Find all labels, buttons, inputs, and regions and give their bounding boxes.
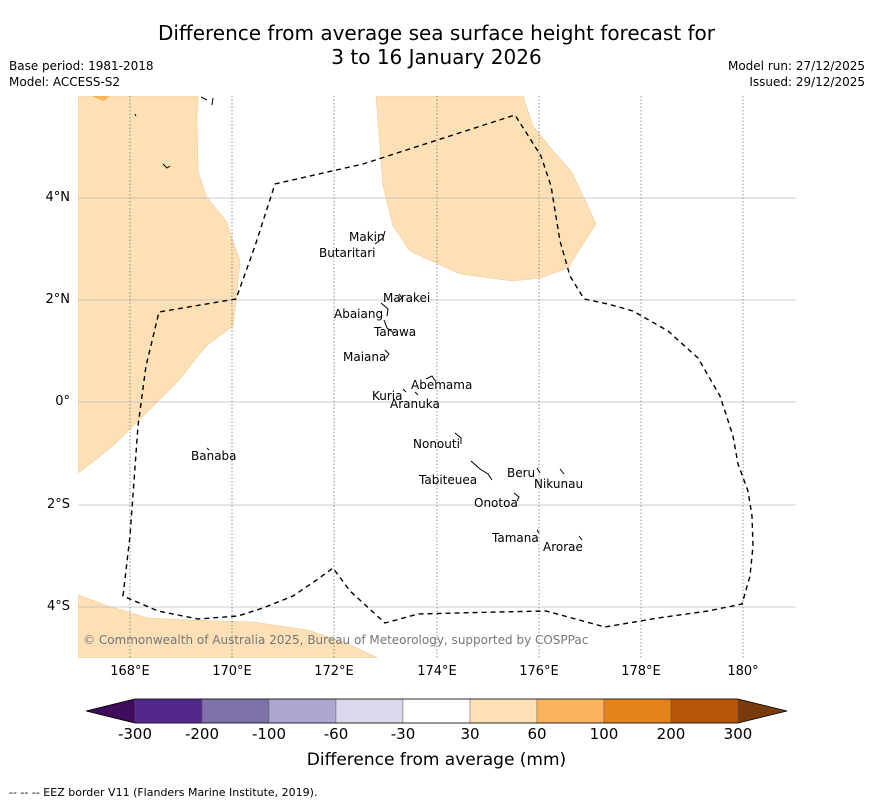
island-label-tabiteuea: Tabiteuea [418, 473, 477, 487]
anomaly-area-southwest [78, 594, 379, 658]
colorbar-segment-5 [402, 698, 471, 724]
colorbar-segment-0 [86, 698, 136, 724]
island-nikunau-shape [559, 468, 565, 475]
lat-label-2n: 2°N [45, 292, 71, 307]
island-marakei-shape [397, 293, 403, 302]
island-maiana-shape [384, 349, 390, 359]
colorbar-segment-7 [536, 698, 605, 724]
title-line-2: 3 to 16 January 2026 [331, 45, 542, 69]
colorbar-segment-6 [469, 698, 538, 724]
model-run: Model run: 27/12/2025 [727, 59, 865, 73]
island-beru-shape [536, 467, 541, 474]
colorbar-segment-1 [134, 698, 203, 724]
lon-label-174e: 174°E [417, 664, 457, 679]
chart-title: Difference from average sea surface heig… [0, 21, 873, 69]
anomaly-spot-100 [92, 96, 110, 101]
base-period: Base period: 1981-2018 [9, 59, 154, 73]
island-shapes [134, 96, 583, 541]
island-nw-2-shape [162, 163, 171, 169]
meridians [129, 96, 744, 658]
colorbar-tick-1: -200 [184, 725, 220, 743]
lon-label-178e: 178°E [621, 664, 661, 679]
colorbar-tick-9: 300 [723, 725, 753, 743]
colorbar-segment-9 [670, 698, 739, 724]
lat-label-2s: 2°S [46, 497, 70, 512]
eez-note: -- -- -- EEZ border V11 (Flanders Marine… [9, 786, 318, 799]
island-onotoa-shape [513, 492, 520, 502]
island-abemama-shape [425, 375, 437, 383]
island-label-banaba: Banaba [191, 449, 237, 463]
lon-label-176e: 176°E [519, 664, 559, 679]
colorbar-tick-7: 100 [589, 725, 619, 743]
colorbar-segment-8 [603, 698, 672, 724]
title-line-1: Difference from average sea surface heig… [157, 21, 716, 45]
island-label-maiana: Maiana [343, 350, 386, 364]
colorbar-title: Difference from average (mm) [306, 750, 567, 770]
lat-label-4n: 4°N [45, 190, 71, 205]
island-arorae-shape [578, 535, 583, 541]
lat-label-4s: 4°S [46, 599, 70, 614]
island-nonouti-shape [454, 432, 462, 444]
island-label-tarawa: Tarawa [373, 325, 416, 339]
colorbar-tick-6: 60 [527, 725, 547, 743]
colorbar-tick-8: 200 [656, 725, 686, 743]
island-tamana-shape [536, 529, 540, 534]
island-label-nikunau: Nikunau [534, 477, 583, 491]
colorbar-tick-2: -100 [251, 725, 287, 743]
island-abaiang-shape [380, 302, 389, 317]
colorbar [86, 698, 788, 724]
island-label-marakei: Marakei [383, 291, 430, 305]
island-label-kuria: Kuria [372, 389, 403, 403]
island-nw-4-shape [211, 97, 214, 106]
colorbar-outline [86, 698, 788, 724]
colorbar-segment-3 [268, 698, 337, 724]
island-tarawa-shape [383, 319, 395, 334]
meta-right: Model run: 27/12/2025 Issued: 29/12/2025 [728, 58, 865, 90]
colorbar-tick-3: -60 [323, 725, 349, 743]
lat-label-0: 0° [55, 394, 70, 409]
island-nw-1-shape [134, 113, 137, 117]
colorbar-segment-4 [335, 698, 404, 724]
eez-border [122, 114, 754, 628]
model-name: Model: ACCESS-S2 [9, 75, 121, 89]
island-label-arorae: Arorae [543, 540, 583, 554]
colorbar-tick-5: 30 [460, 725, 480, 743]
map-panel: Makin Butaritari Marakei Abaiang Tarawa … [78, 96, 796, 658]
island-makin-shape [374, 230, 386, 245]
lon-label-170e: 170°E [212, 664, 252, 679]
issued-date: Issued: 29/12/2025 [749, 75, 865, 89]
copyright-notice: © Commonwealth of Australia 2025, Bureau… [83, 633, 588, 647]
island-label-makin: Makin [349, 230, 385, 244]
colorbar-tick-4: -30 [390, 725, 416, 743]
island-tabiteuea-shape [470, 460, 493, 481]
lon-label-180: 180° [727, 664, 759, 679]
anomaly-area-west [78, 96, 241, 474]
lon-label-172e: 172°E [314, 664, 354, 679]
island-nw-3-shape [200, 96, 208, 101]
island-banaba-shape [206, 447, 210, 451]
island-label-butaritari: Butaritari [319, 246, 376, 260]
island-label-beru: Beru [507, 466, 535, 480]
colorbar-segment-10 [737, 698, 788, 724]
island-label-abemama: Abemama [411, 378, 472, 392]
colorbar-tick-0: -300 [117, 725, 153, 743]
island-label-tamana: Tamana [491, 531, 539, 545]
island-kuria-shape [402, 388, 407, 393]
island-label-nonouti: Nonouti [413, 437, 460, 451]
meta-left: Base period: 1981-2018 Model: ACCESS-S2 [9, 58, 154, 90]
island-aranuka-shape [414, 391, 419, 396]
lon-label-168e: 168°E [110, 664, 150, 679]
island-label-onotoa: Onotoa [474, 496, 518, 510]
island-label-abaiang: Abaiang [334, 307, 383, 321]
island-label-aranuka: Aranuka [390, 397, 440, 411]
colorbar-segment-2 [201, 698, 270, 724]
